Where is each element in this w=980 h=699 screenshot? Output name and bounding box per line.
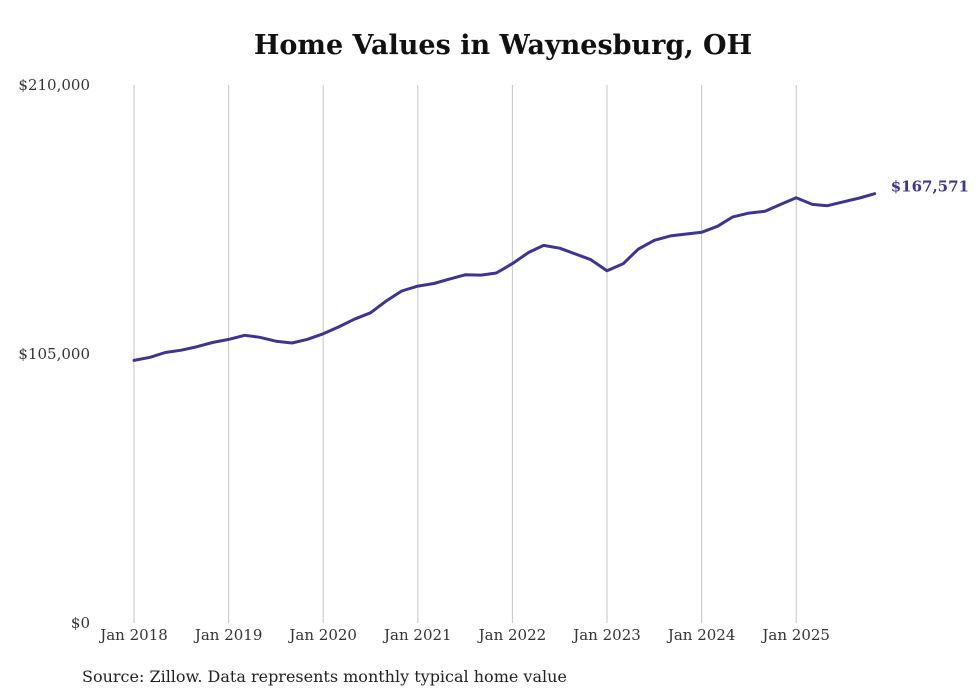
x-tick-label: Jan 2025 [760,626,830,644]
x-axis-ticks: Jan 2018 Jan 2019 Jan 2020 Jan 2021 Jan 2022… [98,626,830,644]
end-value-label: $167,571 [891,178,969,196]
gridlines [133,85,797,623]
y-axis-ticks: $0 $105,000 $210,000 [18,76,90,632]
x-tick-label: Jan 2022 [477,626,547,644]
y-tick-label: $105,000 [18,345,90,363]
x-tick-label: Jan 2023 [571,626,641,644]
x-tick-label: Jan 2021 [382,626,452,644]
y-tick-label: $0 [71,614,90,632]
x-tick-label: Jan 2018 [98,626,168,644]
chart-title: Home Values in Waynesburg, OH [253,30,753,61]
y-tick-label: $210,000 [18,76,90,94]
x-tick-label: Jan 2024 [666,626,736,644]
series-line [132,192,877,362]
source-note: Source: Zillow. Data represents monthly … [82,667,567,686]
x-tick-label: Jan 2020 [287,626,357,644]
x-tick-label: Jan 2019 [193,626,263,644]
